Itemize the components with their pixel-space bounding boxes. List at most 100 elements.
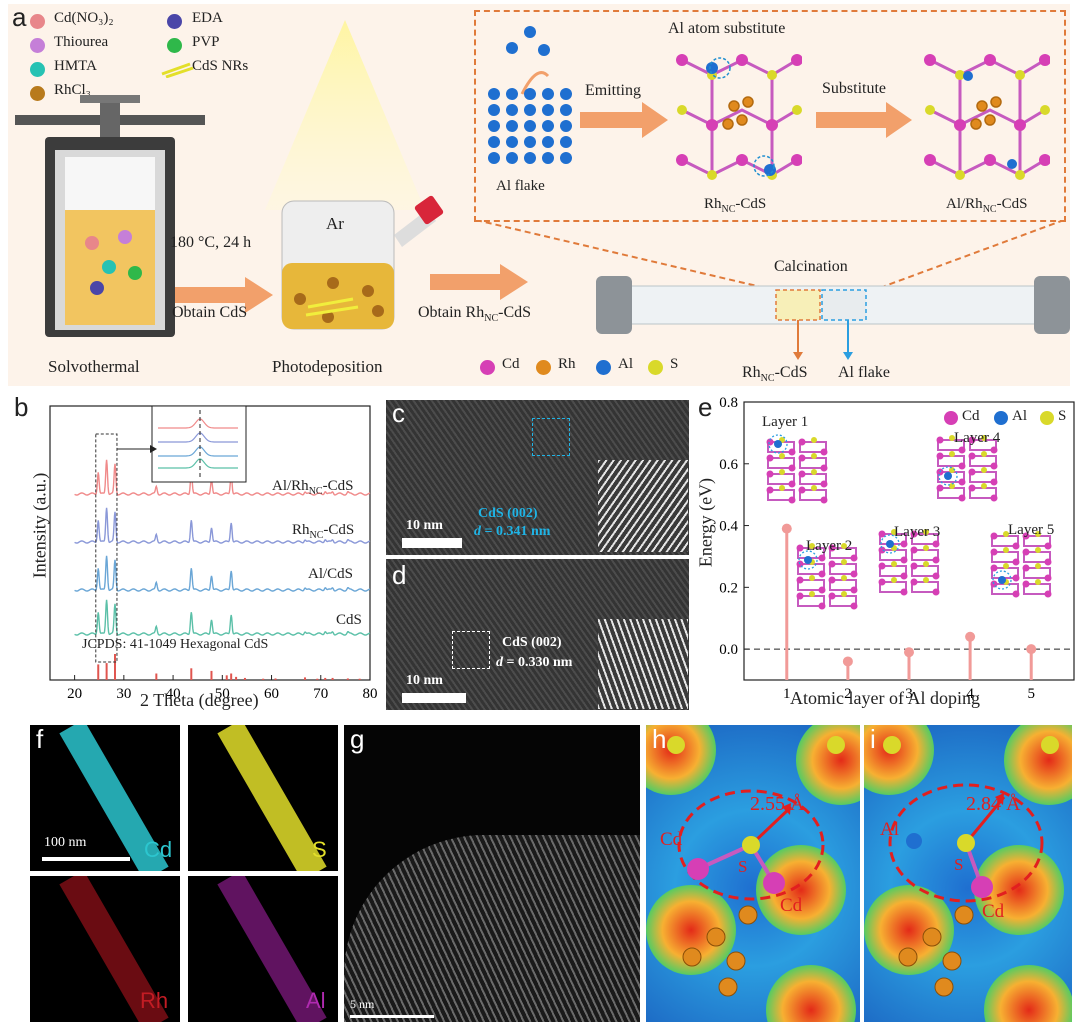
- energy-ytick-label: 0.6: [719, 457, 738, 473]
- xrd-xtick-label: 40: [166, 686, 181, 702]
- tube-arrows: [793, 320, 853, 360]
- xrd-inset-series-2: [158, 446, 238, 457]
- atom-label-i-0: Al: [880, 819, 899, 840]
- xrd-series-line-0: [74, 459, 371, 496]
- cds-nrs-icon: [161, 62, 194, 78]
- al-rhnc-cds-tail: -CdS: [996, 196, 1028, 212]
- xrd-series-1-sub: NC: [309, 530, 324, 541]
- xrd-series-line-3: [74, 599, 371, 636]
- cdno3-dot: [30, 14, 45, 29]
- xrd-series-label-0: Al/RhNC-CdS: [272, 478, 353, 497]
- inset-box: [474, 10, 1066, 222]
- atom-legend-s: S: [670, 356, 679, 372]
- atom-legend-al: Al: [618, 356, 633, 372]
- eds-label-s: S: [312, 837, 327, 862]
- step2-name: Photodeposition: [272, 357, 383, 376]
- layer-1-label: Layer 1: [762, 414, 809, 430]
- flask-icon: [281, 195, 444, 330]
- eds-map-rh: Rh: [30, 876, 180, 1022]
- panel-f-label: f: [36, 724, 44, 754]
- energy-point-4: [965, 631, 976, 642]
- step2-result-tail: -CdS: [498, 304, 532, 321]
- light-beam-icon: [265, 20, 425, 210]
- inset-guides: [475, 220, 1065, 291]
- xrd-xlabel: 2 Theta (degree): [140, 690, 259, 710]
- legend-cds-nrs: CdS NRs: [192, 58, 249, 74]
- panel-d-label: d: [392, 560, 407, 590]
- arrow-substitute-icon: [816, 102, 912, 138]
- rhnc-cds-structure-icon: [676, 54, 802, 180]
- legend-pvp: PVP: [192, 34, 220, 50]
- xrd-series-line-1: [74, 507, 371, 544]
- energy-xtick-label: 5: [1027, 686, 1035, 702]
- energy-xtick-label: 1: [783, 686, 791, 702]
- xrd-ylabel: Intensity (a.u.): [29, 472, 50, 579]
- xrd-inset-series-1: [158, 432, 238, 443]
- eds-label-cd: Cd: [144, 837, 173, 862]
- al-flake-lattice-icon: [488, 88, 572, 164]
- xrd-series-label-2: Al/CdS: [308, 566, 354, 582]
- substitute-label: Substitute: [822, 80, 887, 97]
- xrd-inset-series-0: [158, 418, 238, 429]
- atom-label-h-1: S: [738, 857, 748, 876]
- energy-point-3: [904, 647, 914, 658]
- e-al-dot: [994, 411, 1008, 425]
- tube-left-sub: NC: [760, 373, 775, 385]
- eds-label-al: Al: [306, 988, 326, 1013]
- xrd-xtick-label: 80: [363, 686, 378, 702]
- energy-xtick-label: 2: [844, 686, 852, 702]
- arrow-step2-icon: [430, 264, 528, 300]
- layer-4-label: Layer 4: [954, 430, 1001, 446]
- energy-ytick-label: 0.2: [719, 580, 738, 596]
- xrd-series-0-tail: -CdS: [322, 478, 354, 494]
- hrtem-image-d: 10 nm CdS (002) d = 0.330 nm: [386, 559, 689, 710]
- legend-hmta: HMTA: [54, 58, 97, 74]
- xrd-xtick-label: 20: [67, 686, 82, 702]
- scale-bar-c: [402, 538, 462, 548]
- distance-i: 2.84 Å: [966, 793, 1021, 815]
- step1-name: Solvothermal: [48, 357, 140, 376]
- energy-point-1: [781, 523, 792, 534]
- atom-label-i-2: Cd: [982, 901, 1005, 922]
- rhnc-cds-main: Rh: [704, 196, 722, 212]
- slab-structure-2: [796, 543, 858, 610]
- step2-result-sub: NC: [484, 313, 499, 325]
- step2-gas: Ar: [326, 214, 344, 233]
- eds-label-rh: Rh: [140, 988, 169, 1013]
- charge-density-h: 2.55 Å Cd S Cd: [646, 725, 860, 1022]
- xrd-series-1-tail: -CdS: [323, 522, 355, 538]
- xrd-series-0-sub: NC: [308, 486, 323, 497]
- inset-title: Al atom substitute: [668, 20, 786, 37]
- energy-xtick-label: 4: [966, 686, 974, 702]
- xrd-inset-frame: [151, 405, 247, 483]
- rhnc-cds-tail: -CdS: [735, 196, 767, 212]
- d-symbol-c: d: [474, 524, 481, 539]
- eds-map-cd: 100 nm Cd: [30, 725, 180, 871]
- panel-i-label: i: [870, 724, 876, 754]
- layer-2-label: Layer 2: [806, 538, 853, 554]
- e-legend-cd: Cd: [962, 408, 980, 424]
- al-dot: [596, 360, 611, 375]
- scale-text-f: 100 nm: [44, 835, 87, 850]
- al-rhnc-cds-main: Al/Rh: [946, 196, 983, 212]
- arrow-step1-icon: [175, 277, 273, 313]
- e-legend-al: Al: [1012, 408, 1027, 424]
- xrd-zoom-box: [95, 433, 118, 663]
- autoclave-icon: [15, 95, 205, 337]
- step1-result: Obtain CdS: [172, 304, 248, 321]
- atom-legend: Cd Rh Al S: [480, 356, 700, 380]
- xrd-series-0-main: Al/Rh: [272, 478, 309, 494]
- rhcl3-dot: [30, 86, 45, 101]
- dspacing-d: d = 0.330 nm: [496, 655, 572, 671]
- energy-ytick-label: 0.0: [719, 642, 738, 658]
- pvp-dot: [167, 38, 182, 53]
- tube-right-label: Al flake: [838, 364, 890, 381]
- slab-structure-3: [878, 529, 940, 596]
- scale-bar-f: [42, 857, 130, 861]
- xrd-xtick-label: 50: [215, 686, 230, 702]
- energy-ytick-label: 0.4: [719, 519, 738, 535]
- legend-rhcl3: RhCl₃: [54, 82, 91, 98]
- tube-left-tail: -CdS: [774, 364, 808, 381]
- calcination-tube-icon: [596, 276, 1070, 334]
- xrd-xtick-label: 60: [264, 686, 279, 702]
